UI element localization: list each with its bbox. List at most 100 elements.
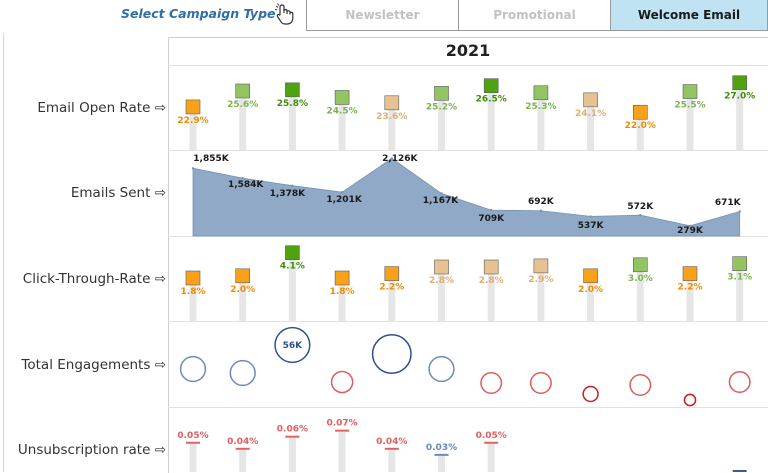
open-rate-marker (483, 78, 499, 93)
row-label-ctr-text: Click-Through-Rate (22, 271, 151, 287)
emails-sent-point (589, 215, 592, 218)
arrow-right-icon: ⇨ (154, 185, 166, 201)
engagement-bubble (330, 370, 354, 394)
ctr-label: 2.8% (429, 276, 454, 286)
row-label-emails-sent: Emails Sent ⇨ (4, 185, 166, 201)
ctr-marker (334, 270, 350, 286)
row-label-open-rate: Email Open Rate ⇨ (4, 100, 166, 116)
engagement-bubble (229, 359, 256, 387)
emails-sent-label: 1,167K (423, 196, 459, 206)
unsub-marker (285, 435, 300, 438)
arrow-right-icon: ⇨ (154, 357, 166, 373)
arrow-right-icon: ⇨ (154, 271, 166, 287)
open-rate-bar (587, 99, 595, 150)
ctr-marker (632, 257, 648, 273)
open-rate-bar (239, 91, 247, 150)
engagement-bubble (371, 334, 412, 374)
emails-sent-label: 1,378K (270, 189, 306, 199)
open-rate-label: 23.6% (376, 112, 407, 122)
unsub-label: 0.07% (326, 419, 357, 429)
ctr-label: 4.1% (280, 262, 305, 272)
tab-promotional[interactable]: Promotional (458, 0, 611, 31)
campaign-type-label: Select Campaign Type (121, 6, 276, 21)
row-label-open-rate-text: Email Open Rate (37, 100, 151, 116)
engagement-bubble (582, 385, 599, 403)
engagement-bubble (480, 372, 503, 394)
year-header: 2021 (168, 37, 768, 66)
tab-welcome-email[interactable]: Welcome Email (610, 0, 768, 31)
open-rate-bar (537, 92, 545, 150)
emails-sent-label: 1,584K (228, 180, 264, 190)
ctr-marker (732, 256, 748, 272)
tab-newsletter-label: Newsletter (345, 8, 420, 22)
unsub-bar (438, 455, 445, 472)
ctr-bar (487, 267, 495, 321)
emails-sent-point (241, 176, 244, 180)
open-rate-marker (334, 90, 350, 105)
unsub-label: 0.04% (376, 437, 407, 447)
open-rate-bar (338, 97, 346, 150)
row-label-engagements: Total Engagements ⇨ (4, 357, 166, 373)
unsub-label: 0.03% (426, 443, 457, 453)
emails-sent-point (490, 208, 493, 212)
open-rate-bar (189, 106, 197, 150)
ctr-marker (483, 259, 499, 275)
emails-sent-point (191, 167, 195, 170)
ctr-marker (583, 268, 598, 284)
unsub-marker (732, 470, 747, 472)
ctr-label: 2.2% (678, 283, 703, 293)
ctr-label: 3.0% (628, 274, 653, 284)
open-rate-marker (682, 84, 698, 99)
engagement-bubble (179, 355, 207, 383)
unsub-bar (338, 431, 346, 472)
open-rate-marker (235, 83, 250, 99)
ctr-marker (533, 258, 549, 274)
unsub-marker (335, 429, 350, 432)
unsub-marker (434, 453, 449, 456)
engagement-bubble (728, 371, 751, 393)
ctr-label: 2.2% (379, 283, 404, 293)
emails-sent-point (291, 184, 294, 187)
open-rate-bar (487, 85, 495, 150)
row-label-ctr: Click-Through-Rate ⇨ (4, 271, 166, 287)
open-rate-marker (583, 92, 598, 108)
ctr-bar (686, 273, 694, 321)
emails-sent-point (390, 157, 393, 160)
row-divider (168, 150, 768, 151)
ctr-bar (636, 264, 644, 321)
unsub-label: 0.05% (476, 431, 507, 441)
ctr-label: 3.1% (727, 273, 752, 283)
ctr-marker (235, 268, 250, 284)
ctr-label: 2.9% (528, 275, 553, 285)
emails-sent-label: 692K (528, 197, 555, 207)
open-rate-label: 25.2% (426, 102, 457, 112)
unsub-label: 0.06% (277, 425, 308, 435)
ctr-label: 1.8% (330, 287, 355, 297)
ctr-marker (185, 270, 201, 286)
open-rate-marker (285, 82, 300, 98)
ctr-bar (338, 278, 346, 321)
row-divider (168, 321, 768, 322)
emails-sent-point (688, 224, 692, 228)
row-divider (168, 236, 768, 237)
tab-welcome-email-label: Welcome Email (637, 8, 741, 22)
emails-sent-label: 709K (478, 214, 505, 224)
ctr-marker (285, 245, 300, 260)
row-label-emails-sent-text: Emails Sent (70, 185, 151, 201)
ctr-bar (388, 273, 396, 321)
unsub-bar (239, 449, 247, 472)
ctr-marker (682, 266, 698, 281)
open-rate-label: 26.5% (476, 95, 507, 105)
emails-sent-point (738, 210, 741, 213)
unsub-bar (288, 437, 296, 472)
unsub-bar (189, 443, 197, 472)
open-rate-bar (438, 93, 445, 150)
tab-newsletter[interactable]: Newsletter (306, 0, 459, 31)
tab-promotional-label: Promotional (493, 8, 576, 22)
ctr-bar (288, 252, 296, 321)
open-rate-marker (384, 95, 400, 111)
ctr-label: 1.8% (181, 287, 206, 297)
unsub-marker (384, 447, 399, 450)
unsub-label: 0.04% (227, 437, 258, 447)
